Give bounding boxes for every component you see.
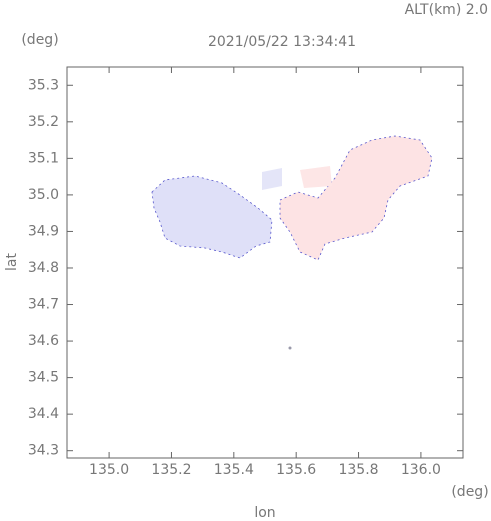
x-tick-label: 136.0 — [401, 462, 441, 478]
y-tick-label: 35.0 — [28, 187, 59, 203]
y-tick-label: 34.5 — [28, 370, 59, 386]
y-tick-label: 34.9 — [28, 223, 59, 239]
positive-region — [279, 135, 433, 261]
isolated-point — [288, 346, 292, 350]
y-tick-label: 34.6 — [28, 333, 59, 349]
y-axis-label: lat — [4, 253, 20, 271]
x-tick-label: 135.6 — [276, 462, 316, 478]
x-tick-label: 135.4 — [214, 462, 254, 478]
y-tick-label: 34.3 — [28, 443, 59, 459]
x-axis-label: lon — [254, 505, 275, 521]
plot-frame — [66, 66, 464, 459]
y-unit: (deg) — [21, 32, 58, 48]
y-tick-label: 34.8 — [28, 260, 59, 276]
y-tick-label: 34.4 — [28, 406, 59, 422]
positive-region — [300, 166, 332, 188]
y-tick-label: 35.3 — [28, 77, 59, 93]
negative-region — [151, 175, 273, 259]
x-unit: (deg) — [451, 484, 488, 500]
negative-region — [262, 168, 282, 190]
field — [151, 135, 433, 350]
x-tick-label: 135.2 — [151, 462, 191, 478]
altitude-label: ALT(km) 2.0 — [405, 2, 488, 18]
chart-title: 2021/05/22 13:34:41 — [208, 34, 356, 50]
x-tick-label: 135.0 — [89, 462, 129, 478]
y-tick-label: 35.1 — [28, 150, 59, 166]
y-tick-label: 34.7 — [28, 297, 59, 313]
y-tick-label: 35.2 — [28, 114, 59, 130]
x-tick-label: 135.8 — [338, 462, 378, 478]
